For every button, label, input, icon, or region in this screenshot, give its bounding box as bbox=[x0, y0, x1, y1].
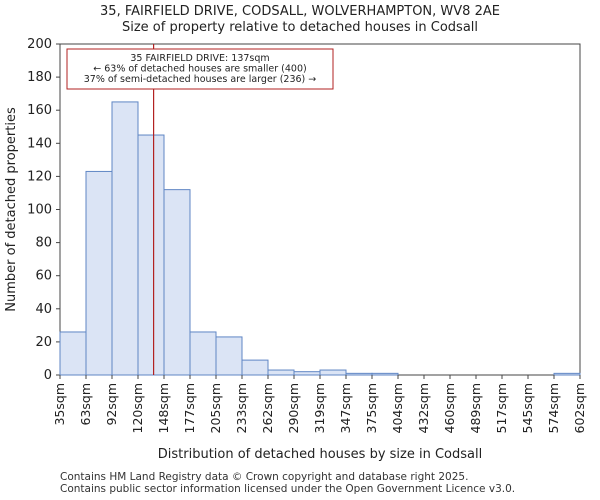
histogram-bar bbox=[241, 359, 269, 376]
x-tick-label: 545sqm bbox=[520, 383, 535, 433]
annotation-line1: 35 FAIRFIELD DRIVE: 137sqm bbox=[130, 53, 269, 64]
x-tick-label: 375sqm bbox=[364, 383, 379, 433]
x-tick-label: 432sqm bbox=[416, 383, 431, 433]
x-tick-label: 92sqm bbox=[104, 383, 119, 426]
y-tick-label: 140 bbox=[27, 136, 52, 151]
y-axis-label: Number of detached properties bbox=[4, 107, 19, 312]
histogram-bar bbox=[293, 371, 321, 376]
footer-line-2: Contains public sector information licen… bbox=[60, 483, 516, 495]
x-tick-label: 120sqm bbox=[130, 383, 145, 433]
x-tick-label: 319sqm bbox=[312, 383, 327, 433]
x-tick-label: 177sqm bbox=[182, 383, 197, 433]
histogram-bar bbox=[371, 372, 399, 376]
histogram-bar bbox=[319, 369, 347, 376]
x-tick-label: 262sqm bbox=[260, 383, 275, 433]
y-tick-label: 160 bbox=[27, 103, 52, 118]
histogram-bar bbox=[189, 331, 217, 376]
histogram-bar bbox=[267, 369, 295, 376]
x-axis-label: Distribution of detached houses by size … bbox=[158, 447, 482, 462]
y-tick-label: 180 bbox=[27, 70, 52, 85]
x-tick-label: 233sqm bbox=[234, 383, 249, 433]
x-tick-label: 63sqm bbox=[78, 383, 93, 426]
x-tick-label: 347sqm bbox=[338, 383, 353, 433]
x-tick-label: 404sqm bbox=[390, 383, 405, 433]
x-tick-label: 517sqm bbox=[494, 383, 509, 433]
x-tick-label: 35sqm bbox=[52, 383, 67, 426]
x-tick-label: 574sqm bbox=[546, 383, 561, 433]
footer-line-1: Contains HM Land Registry data © Crown c… bbox=[60, 471, 469, 483]
x-tick-label: 290sqm bbox=[286, 383, 301, 433]
y-tick-label: 60 bbox=[35, 269, 52, 284]
histogram-bar bbox=[111, 101, 139, 376]
histogram-bar bbox=[59, 331, 87, 376]
histogram-bar bbox=[215, 336, 243, 376]
y-tick-label: 20 bbox=[35, 335, 52, 350]
y-tick-label: 100 bbox=[27, 203, 52, 218]
x-tick-label: 489sqm bbox=[468, 383, 483, 433]
histogram-bar bbox=[345, 372, 373, 376]
y-tick-label: 40 bbox=[35, 302, 52, 317]
chart-subtitle: Size of property relative to detached ho… bbox=[121, 20, 479, 35]
histogram-bar bbox=[85, 170, 113, 376]
x-tick-label: 460sqm bbox=[442, 383, 457, 433]
chart-title: 35, FAIRFIELD DRIVE, CODSALL, WOLVERHAMP… bbox=[100, 4, 500, 19]
x-tick-label: 602sqm bbox=[572, 383, 587, 433]
y-tick-label: 200 bbox=[27, 37, 52, 52]
annotation-line3: 37% of semi-detached houses are larger (… bbox=[84, 74, 317, 85]
y-tick-label: 120 bbox=[27, 169, 52, 184]
x-tick-label: 148sqm bbox=[156, 383, 171, 433]
x-tick-label: 205sqm bbox=[208, 383, 223, 433]
annotation-box bbox=[66, 48, 334, 90]
histogram-chart: 0 20 40 60 80 100 120 140 160 180 200 35sqm 63sqm 92s… bbox=[4, 37, 587, 462]
histogram-bar bbox=[163, 189, 191, 376]
histogram-bar bbox=[553, 372, 581, 376]
y-tick-label: 80 bbox=[35, 236, 52, 251]
annotation-line2: ← 63% of detached houses are smaller (40… bbox=[93, 64, 306, 75]
y-tick-label: 0 bbox=[44, 368, 52, 383]
histogram-bar bbox=[137, 134, 165, 376]
